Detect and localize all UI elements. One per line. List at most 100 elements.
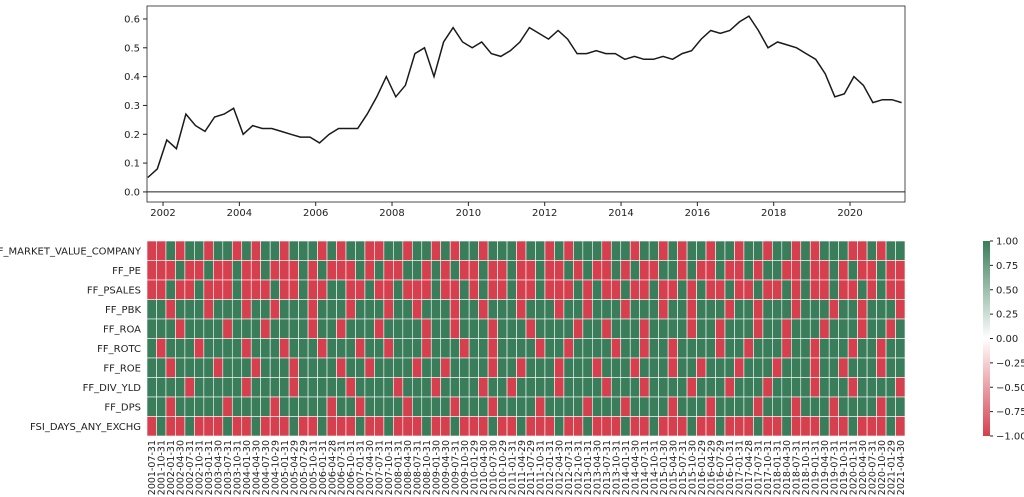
heatmap-cell <box>895 279 906 300</box>
heatmap-cell <box>648 377 659 398</box>
heatmap-cell <box>468 299 479 320</box>
heatmap-cell <box>269 240 280 261</box>
heatmap-cell <box>847 357 858 378</box>
heatmap-cell <box>705 318 716 339</box>
heatmap-cell <box>298 279 309 300</box>
column-label: 2013-10-31 <box>612 440 623 495</box>
heatmap-cell <box>629 240 640 261</box>
heatmap-cell <box>885 357 896 378</box>
heatmap-cell <box>790 338 802 359</box>
heatmap-cell <box>876 377 887 398</box>
heatmap-cell <box>506 299 517 320</box>
heatmap-cell <box>279 260 290 281</box>
heatmap-cell <box>847 260 858 281</box>
heatmap-cell <box>828 279 839 300</box>
heatmap-cell <box>573 396 584 417</box>
row-label: FSI_DAYS_ANY_EXCHG <box>30 422 141 433</box>
heatmap-cell <box>364 416 375 437</box>
column-label: 2020-04-30 <box>858 440 869 495</box>
heatmap-cell <box>525 299 536 320</box>
heatmap-cell <box>430 377 442 398</box>
row-label: FF_DIV_YLD <box>83 383 142 394</box>
heatmap-cell <box>449 377 460 398</box>
heatmap-cell <box>800 279 811 300</box>
heatmap-cell <box>639 260 650 281</box>
heatmap-cell <box>411 299 423 320</box>
column-label: 2009-04-30 <box>441 440 452 495</box>
heatmap-cell <box>231 396 243 417</box>
heatmap-cell <box>411 318 423 339</box>
heatmap-cell <box>743 318 754 339</box>
column-label: 2015-10-30 <box>687 440 698 495</box>
heatmap-cell <box>374 357 385 378</box>
heatmap-cell <box>298 338 309 359</box>
heatmap-cell <box>487 416 498 437</box>
column-label: 2020-01-31 <box>848 440 859 495</box>
heatmap-cell <box>790 240 802 261</box>
heatmap-cell <box>885 279 896 300</box>
heatmap-cell <box>828 357 839 378</box>
heatmap-cell <box>421 279 432 300</box>
heatmap-cell <box>686 357 697 378</box>
heatmap-cell <box>743 299 754 320</box>
heatmap-cell <box>402 377 413 398</box>
column-label: 2018-04-30 <box>782 440 793 495</box>
heatmap-cell <box>582 377 593 398</box>
heatmap-cell <box>724 377 735 398</box>
heatmap-cell <box>288 318 299 339</box>
column-label: 2016-01-29 <box>697 440 708 495</box>
heatmap-cell <box>885 377 896 398</box>
row-label: FF_PE <box>112 266 141 277</box>
heatmap-cell <box>677 357 688 378</box>
heatmap-cell <box>715 416 726 437</box>
heatmap-cell <box>298 416 309 437</box>
column-label: 2007-10-31 <box>384 440 395 495</box>
heatmap-cell <box>705 338 716 359</box>
heatmap-cell <box>525 338 536 359</box>
heatmap-cell <box>203 260 214 281</box>
heatmap-cell <box>743 240 754 261</box>
column-label: 2021-01-29 <box>886 440 897 495</box>
heatmap-cell <box>175 377 186 398</box>
heatmap-cell <box>364 299 375 320</box>
heatmap-cell <box>667 396 678 417</box>
heatmap-cell <box>781 299 792 320</box>
heatmap-cell <box>895 357 906 378</box>
column-label: 2020-10-30 <box>877 440 888 495</box>
heatmap-cell <box>620 318 631 339</box>
heatmap-cell <box>847 240 858 261</box>
column-label: 2006-01-31 <box>318 440 329 495</box>
heatmap-cell <box>535 240 546 261</box>
heatmap-cell <box>317 299 328 320</box>
heatmap-cell <box>345 416 356 437</box>
heatmap-cell <box>146 357 157 378</box>
heatmap-cell <box>876 279 887 300</box>
heatmap-cell <box>459 318 470 339</box>
heatmap-cell <box>336 338 347 359</box>
heatmap-cell <box>809 299 821 320</box>
heatmap-cell <box>213 396 224 417</box>
heatmap-cell <box>345 396 356 417</box>
heatmap-cell <box>307 377 318 398</box>
heatmap-cell <box>487 240 498 261</box>
x-tick-label: 2008 <box>379 208 404 219</box>
heatmap-cell <box>781 396 792 417</box>
heatmap-cell <box>734 338 745 359</box>
heatmap-cell <box>762 279 773 300</box>
heatmap-cell <box>819 240 830 261</box>
heatmap-cell <box>847 299 858 320</box>
heatmap-cell <box>828 338 839 359</box>
column-label: 2012-01-31 <box>545 440 556 495</box>
heatmap-cell <box>165 338 176 359</box>
heatmap-cell <box>819 357 830 378</box>
heatmap-cell <box>440 396 451 417</box>
heatmap-cell <box>885 338 896 359</box>
heatmap-cell <box>895 318 906 339</box>
heatmap-cell <box>753 318 764 339</box>
heatmap-cell <box>231 240 243 261</box>
column-label: 2006-10-31 <box>346 440 357 495</box>
colorbar <box>983 241 990 436</box>
heatmap-cell <box>601 318 612 339</box>
heatmap-cell <box>592 338 603 359</box>
column-label: 2013-04-30 <box>593 440 604 495</box>
